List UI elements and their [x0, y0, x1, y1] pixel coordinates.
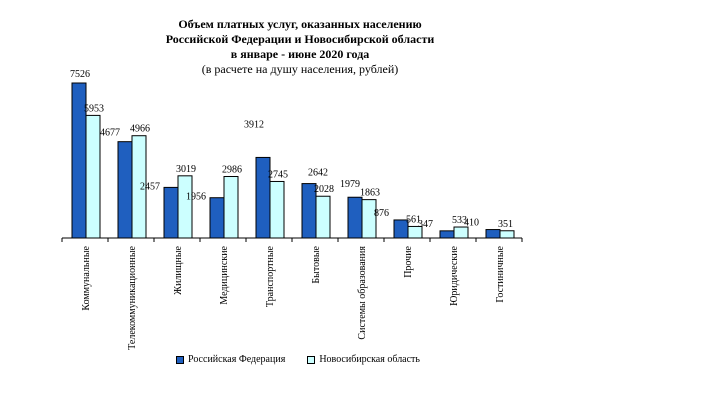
value-label-nso: 533 — [452, 215, 467, 226]
chart-title-line-2: Российской Федерации и Новосибирской обл… — [165, 32, 435, 46]
value-label-nso: 4966 — [130, 124, 150, 135]
value-label-rf: 410 — [464, 218, 479, 229]
legend-item-rf: Российская Федерация — [176, 354, 285, 365]
category-label: Медицинские — [219, 245, 230, 304]
value-label-rf: 2457 — [140, 181, 160, 192]
value-label-nso: 2986 — [222, 165, 242, 176]
bar-nso — [361, 199, 377, 239]
legend-item-nso: Новосибирская область — [307, 354, 420, 365]
value-label-nso: 2028 — [314, 184, 334, 195]
value-label-rf: 876 — [374, 208, 389, 219]
bar-nso — [85, 114, 101, 239]
value-label-nso: 5953 — [84, 103, 104, 114]
value-label-rf: 1979 — [340, 179, 360, 190]
chart-title-line-1: Объем платных услуг, оказанных населению — [178, 17, 422, 31]
category-label: Коммунальные — [81, 245, 92, 310]
bar-nso — [453, 226, 469, 239]
legend-swatch-nso — [307, 355, 316, 364]
category-label: Транспортные — [265, 245, 276, 307]
legend-label-nso: Новосибирская область — [319, 354, 420, 365]
value-label-rf: 1956 — [186, 192, 206, 203]
value-label-nso: 2745 — [268, 169, 288, 180]
bar-nso — [177, 175, 193, 239]
value-label-nso: 351 — [498, 219, 513, 230]
bar-rf — [439, 230, 455, 239]
bar-nso — [407, 225, 423, 239]
legend: Российская Федерация Новосибирская облас… — [176, 354, 420, 365]
bar-rf — [163, 186, 179, 239]
value-label-nso: 1863 — [360, 188, 380, 199]
value-label-nso: 3019 — [176, 164, 196, 175]
chart-subtitle: (в расчете на душу населения, рублей) — [201, 62, 399, 76]
category-label: Системы образования — [357, 246, 368, 340]
value-label-rf: 2642 — [308, 168, 328, 179]
category-label: Жилищные — [173, 245, 184, 294]
bar-rf — [117, 141, 133, 239]
chart-title-line-3: в январе - июне 2020 года — [230, 47, 370, 61]
bar-nso — [223, 176, 239, 239]
category-label: Бытовые — [311, 245, 322, 283]
value-label-nso: 561 — [406, 214, 421, 225]
value-label-rf: 4677 — [100, 128, 120, 139]
bar-rf — [485, 229, 501, 239]
legend-label-rf: Российская Федерация — [188, 354, 286, 365]
bar-rf — [347, 196, 363, 239]
bar-nso — [499, 230, 515, 239]
category-label: Гостиничные — [495, 245, 506, 302]
legend-swatch-rf — [176, 355, 184, 364]
category-label: Юридические — [449, 245, 460, 305]
bar-nso — [131, 135, 147, 239]
bar-rf — [209, 197, 225, 239]
bar-nso — [269, 180, 285, 239]
category-label: Прочие — [403, 245, 414, 277]
value-label-rf: 347 — [418, 219, 433, 230]
value-label-rf: 3912 — [244, 119, 264, 130]
value-label-rf: 7526 — [70, 69, 90, 80]
category-label: Телекоммуникационные — [127, 245, 138, 349]
bar-nso — [315, 195, 331, 239]
